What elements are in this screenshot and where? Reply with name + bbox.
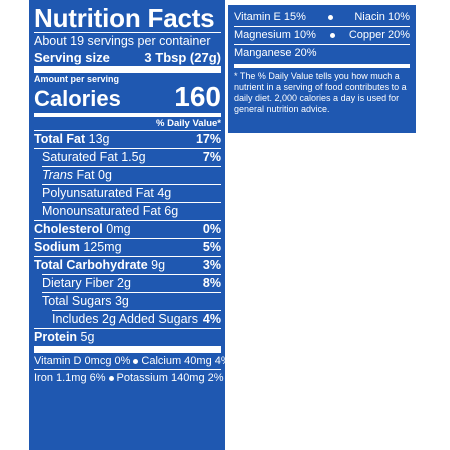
trans-fat-italic: Trans (42, 168, 74, 182)
servings-per-container: About 19 servings per container (34, 34, 211, 48)
fiber-row: Dietary Fiber 2g 8% (34, 275, 221, 292)
calories-label: Calories (34, 86, 121, 111)
total-fat-row: Total Fat 13g 17% (34, 131, 221, 148)
additional-nutrients-panel: Vitamin E 15% Niacin 10% Magnesium 10% C… (228, 5, 416, 133)
serving-size-label: Serving size (34, 50, 110, 65)
copper: Copper 20% (348, 29, 410, 41)
divider (42, 202, 221, 203)
divider (34, 256, 221, 257)
total-fat-name: Total Fat (34, 132, 86, 146)
protein-name: Protein (34, 330, 78, 344)
divider (234, 26, 410, 27)
cholesterol-name: Cholesterol (34, 222, 103, 236)
total-carb-dv: 3% (202, 258, 221, 272)
divider (34, 328, 221, 329)
saturated-fat-row: Saturated Fat 1.5g 7% (34, 149, 221, 166)
protein-amount: 5g (80, 330, 95, 344)
mineral-row: Manganese 20% (234, 45, 410, 62)
divider (42, 166, 221, 167)
divider (34, 32, 221, 33)
saturated-fat-name: Saturated Fat 1.5g (42, 150, 146, 164)
divider (52, 310, 221, 311)
total-fat-dv: 17% (195, 132, 221, 146)
magnesium: Magnesium 10% (234, 29, 316, 41)
bullet-icon (327, 15, 333, 20)
divider (34, 130, 221, 131)
bullet-icon (108, 375, 114, 381)
sugars-name: Total Sugars 3g (42, 294, 129, 308)
potassium: Potassium 140mg 2% (116, 372, 224, 384)
medium-divider (34, 113, 221, 117)
thick-divider (34, 346, 221, 353)
poly-fat-name: Polyunsaturated Fat 4g (42, 186, 172, 200)
total-carb-name: Total Carbohydrate (34, 258, 148, 272)
saturated-fat-dv: 7% (202, 150, 221, 164)
cholesterol-row: Cholesterol 0mg 0% (34, 221, 221, 238)
niacin: Niacin 10% (354, 11, 410, 23)
total-fat-amount: 13g (88, 132, 110, 146)
bullet-icon (329, 33, 335, 38)
daily-value-header: % Daily Value* (156, 118, 221, 129)
serving-size-row: Serving size 3 Tbsp (27g) (34, 49, 221, 66)
vitamin-d: Vitamin D 0mcg 0% (34, 355, 131, 367)
bullet-icon (133, 358, 139, 364)
mono-fat-name: Monounsaturated Fat 6g (42, 204, 179, 218)
vitamin-mineral-row: Vitamin D 0mcg 0% Calcium 40mg 4% (34, 353, 231, 369)
thick-divider (34, 66, 221, 73)
cholesterol-amount: 0mg (106, 222, 131, 236)
poly-fat-row: Polyunsaturated Fat 4g (34, 185, 221, 202)
sodium-dv: 5% (202, 240, 221, 254)
protein-row: Protein 5g (34, 329, 221, 346)
fiber-dv: 8% (202, 276, 221, 290)
trans-fat-rest: Fat 0g (73, 168, 112, 182)
vitamin-mineral-row: Iron 1.1mg 6% Potassium 140mg 2% (34, 370, 224, 386)
divider (34, 148, 221, 149)
manganese: Manganese 20% (234, 47, 317, 59)
label-title: Nutrition Facts (34, 3, 215, 33)
fiber-name: Dietary Fiber 2g (42, 276, 131, 290)
divider (42, 292, 221, 293)
divider (42, 274, 221, 275)
daily-value-footnote: * The % Daily Value tells you how much a… (234, 71, 407, 114)
divider (234, 44, 410, 45)
vitamin-e: Vitamin E 15% (234, 11, 306, 23)
sugars-row: Total Sugars 3g (34, 293, 221, 310)
divider (34, 220, 221, 221)
trans-fat-row: Trans Fat 0g (34, 167, 221, 184)
mineral-row: Magnesium 10% Copper 20% (234, 27, 410, 44)
calories-row: Calories 160 (34, 81, 221, 112)
divider (34, 238, 221, 239)
sodium-name: Sodium (34, 240, 80, 254)
total-carb-row: Total Carbohydrate 9g 3% (34, 257, 221, 274)
nutrition-label-panel: Nutrition Facts About 19 servings per co… (29, 0, 231, 450)
iron: Iron 1.1mg 6% (34, 372, 106, 384)
cholesterol-dv: 0% (202, 222, 221, 236)
divider (42, 184, 221, 185)
added-sugars-name: Includes 2g Added Sugars (52, 312, 198, 326)
divider (34, 369, 221, 370)
total-carb-amount: 9g (151, 258, 166, 272)
serving-size-value: 3 Tbsp (27g) (144, 50, 221, 65)
medium-divider (234, 64, 410, 68)
added-sugars-dv: 4% (202, 312, 221, 326)
mono-fat-row: Monounsaturated Fat 6g (34, 203, 221, 220)
vitamin-row: Vitamin E 15% Niacin 10% (234, 9, 410, 26)
calcium: Calcium 40mg 4% (141, 355, 231, 367)
sodium-amount: 125mg (83, 240, 122, 254)
amount-per-serving: Amount per serving (34, 74, 120, 84)
calories-value: 160 (174, 81, 221, 112)
sodium-row: Sodium 125mg 5% (34, 239, 221, 256)
added-sugars-row: Includes 2g Added Sugars 4% (34, 311, 221, 328)
